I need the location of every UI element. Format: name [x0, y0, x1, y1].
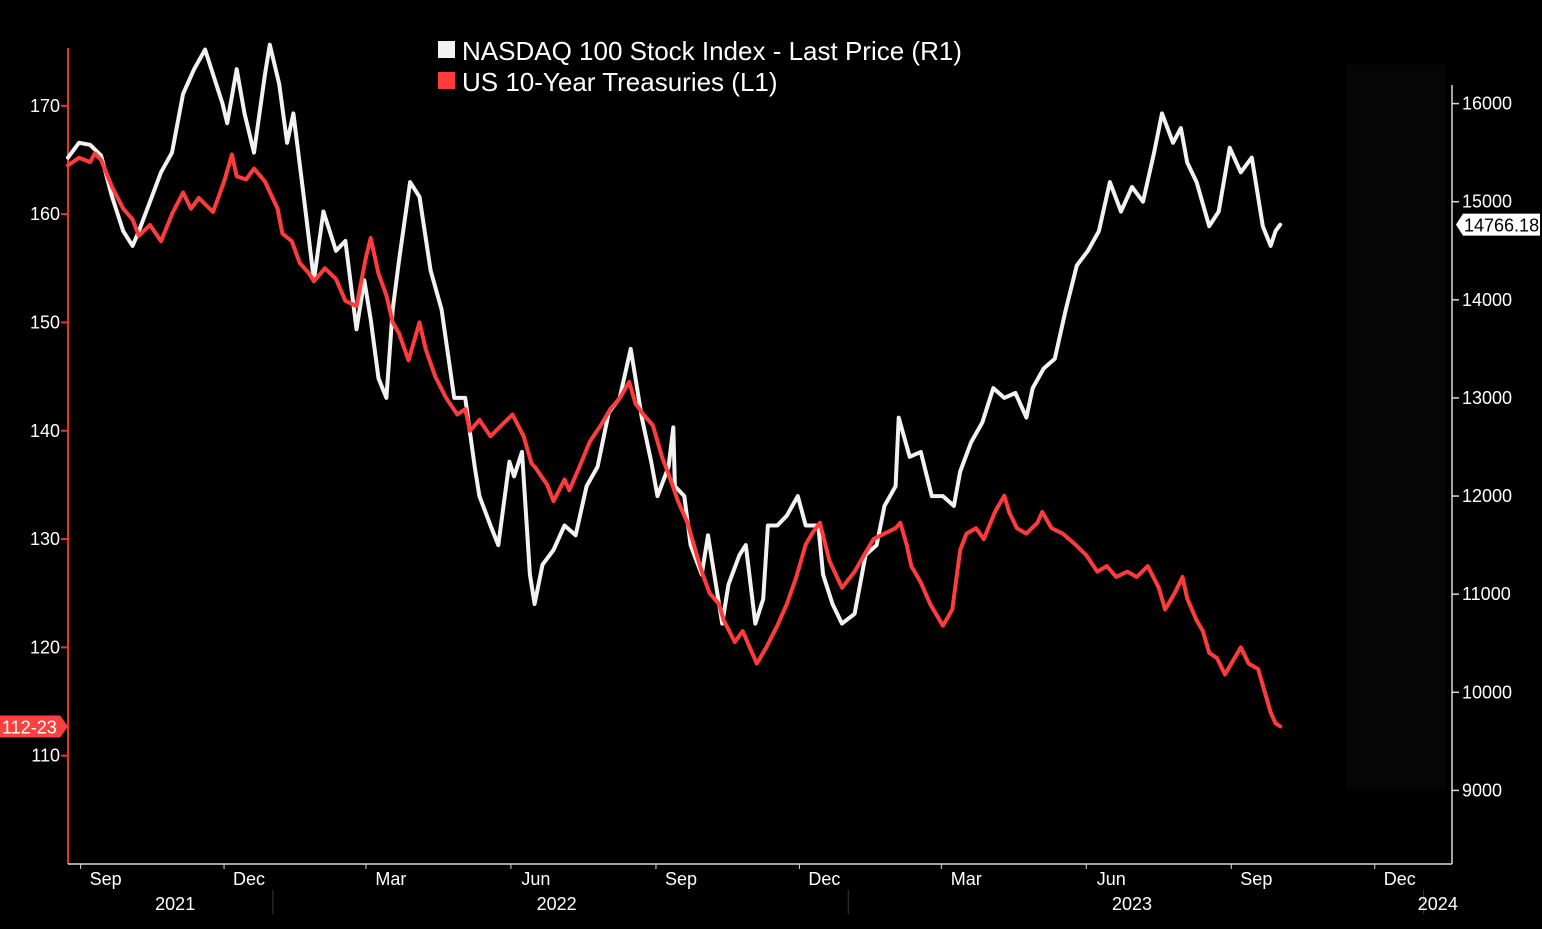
x-axis-tick-label: Jun — [1097, 869, 1126, 889]
left-axis-tick-label: 110 — [31, 746, 60, 766]
x-axis-year-label: 2023 — [1112, 894, 1152, 914]
last-value-badge-treasury — [0, 715, 68, 738]
right-axis-tick-label: 10000 — [1462, 682, 1512, 702]
x-axis-tick-label: Mar — [951, 869, 982, 889]
right-axis-tick-label: 12000 — [1462, 486, 1512, 506]
x-axis-tick-label: Dec — [808, 869, 840, 889]
legend-label-nasdaq: NASDAQ 100 Stock Index - Last Price (R1) — [462, 36, 962, 66]
left-axis-tick-label: 140 — [30, 421, 60, 441]
x-axis-tick-label: Sep — [90, 869, 122, 889]
legend-swatch-nasdaq — [438, 41, 455, 58]
x-axis-year-label: 2022 — [537, 894, 577, 914]
x-axis-tick-label: Dec — [233, 869, 265, 889]
x-axis-tick-label: Mar — [375, 869, 406, 889]
last-value-badge-nasdaq — [1456, 213, 1540, 236]
right-axis-tick-label: 14000 — [1462, 290, 1512, 310]
legend-label-treasury: US 10-Year Treasuries (L1) — [462, 67, 778, 97]
right-axis-tick-label: 13000 — [1462, 388, 1512, 408]
right-axis-tick-label: 9000 — [1462, 780, 1502, 800]
legend: NASDAQ 100 Stock Index - Last Price (R1)… — [438, 36, 962, 97]
x-axis-tick-label: Dec — [1384, 869, 1416, 889]
left-axis-tick-label: 160 — [30, 204, 60, 224]
left-axis-tick-label: 130 — [30, 529, 60, 549]
right-axis-tick-label: 15000 — [1462, 192, 1512, 212]
left-axis-tick-label: 120 — [30, 637, 60, 657]
last-value-label-nasdaq: 14766.18 — [1464, 216, 1539, 236]
right-axis-tick-label: 11000 — [1462, 584, 1511, 604]
x-axis-tick-label: Sep — [1240, 869, 1272, 889]
x-axis-year-label: 2024 — [1418, 894, 1458, 914]
x-axis-tick-label: Jun — [521, 869, 550, 889]
left-axis-tick-label: 170 — [30, 96, 60, 116]
legend-swatch-treasury — [438, 72, 455, 89]
last-value-label-treasury: 112-23 — [2, 717, 57, 737]
x-axis-year-label: 2021 — [155, 894, 195, 914]
left-axis-tick-label: 150 — [30, 312, 60, 332]
series-line-treasury — [66, 151, 1283, 729]
series-line-nasdaq — [66, 42, 1283, 626]
shaded-region — [1346, 64, 1446, 791]
x-axis-tick-label: Sep — [665, 869, 697, 889]
right-axis-tick-label: 16000 — [1462, 94, 1512, 114]
